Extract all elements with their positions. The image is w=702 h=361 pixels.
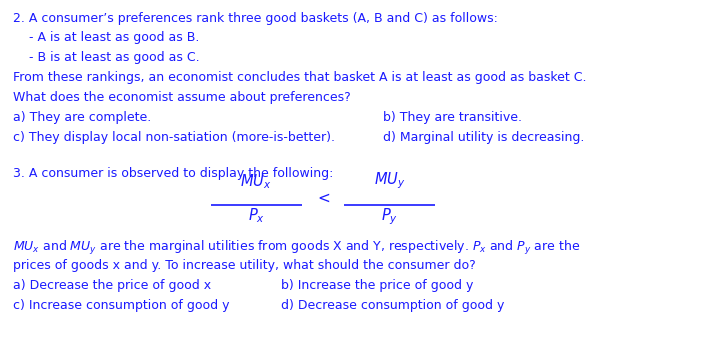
Text: 3. A consumer is observed to display the following:: 3. A consumer is observed to display the…: [13, 167, 333, 180]
Text: $\mathit{P}_y$: $\mathit{P}_y$: [381, 206, 398, 227]
Text: What does the economist assume about preferences?: What does the economist assume about pre…: [13, 91, 350, 104]
Text: $<$: $<$: [314, 191, 331, 206]
Text: b) They are transitive.: b) They are transitive.: [383, 111, 522, 124]
Text: 2. A consumer’s preferences rank three good baskets (A, B and C) as follows:: 2. A consumer’s preferences rank three g…: [13, 12, 498, 25]
Text: d) Marginal utility is decreasing.: d) Marginal utility is decreasing.: [383, 131, 584, 144]
Text: From these rankings, an economist concludes that basket A is at least as good as: From these rankings, an economist conclu…: [13, 71, 586, 84]
Text: c) They display local non-satiation (more-is-better).: c) They display local non-satiation (mor…: [13, 131, 335, 144]
Text: prices of goods x and y. To increase utility, what should the consumer do?: prices of goods x and y. To increase uti…: [13, 259, 475, 272]
Text: $\mathit{MU}_x$ and $\mathit{MU}_y$ are the marginal utilities from goods X and : $\mathit{MU}_x$ and $\mathit{MU}_y$ are …: [13, 239, 580, 257]
Text: a) Decrease the price of good x: a) Decrease the price of good x: [13, 279, 211, 292]
Text: a) They are complete.: a) They are complete.: [13, 111, 151, 124]
Text: d) Decrease consumption of good y: d) Decrease consumption of good y: [281, 299, 504, 312]
Text: $\mathit{MU}_x$: $\mathit{MU}_x$: [241, 173, 272, 191]
Text: - B is at least as good as C.: - B is at least as good as C.: [13, 51, 199, 64]
Text: $\mathit{P}_x$: $\mathit{P}_x$: [248, 206, 265, 225]
Text: - A is at least as good as B.: - A is at least as good as B.: [13, 31, 199, 44]
Text: $\mathit{MU}_y$: $\mathit{MU}_y$: [374, 171, 405, 191]
Text: c) Increase consumption of good y: c) Increase consumption of good y: [13, 299, 229, 312]
Text: b) Increase the price of good y: b) Increase the price of good y: [281, 279, 473, 292]
